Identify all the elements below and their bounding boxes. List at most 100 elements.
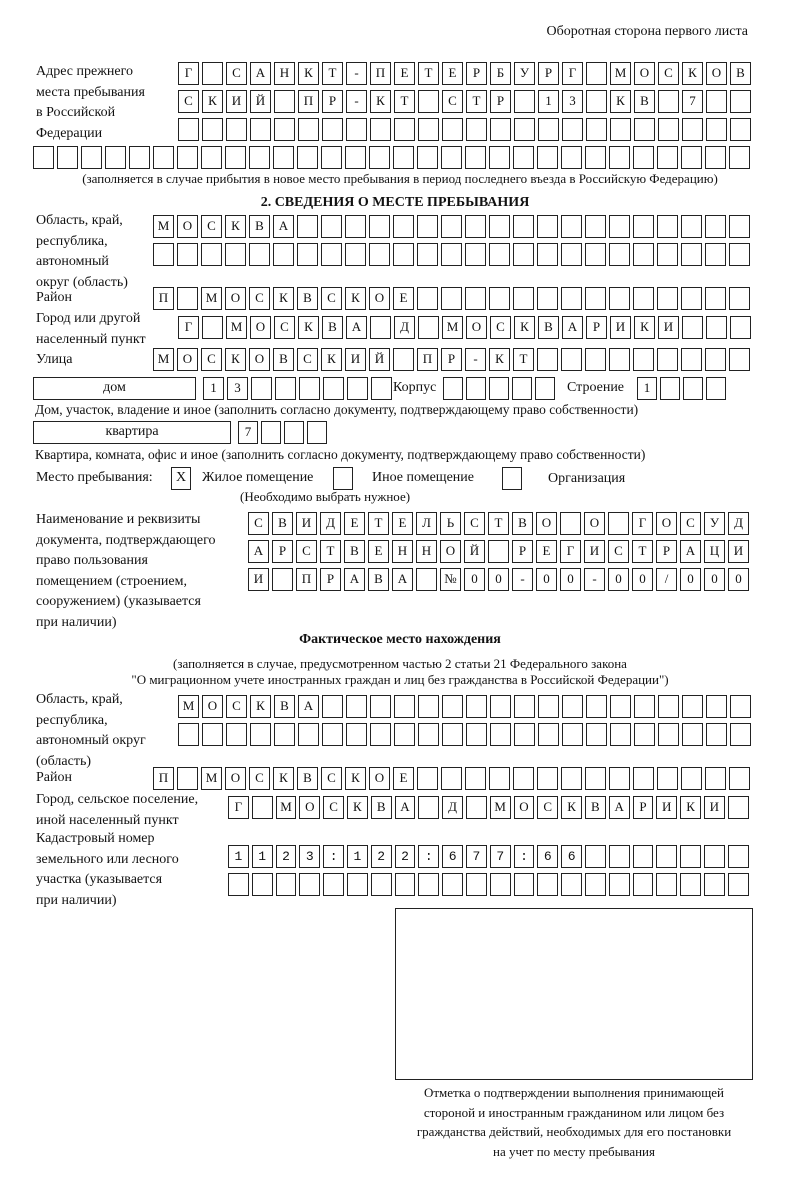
char-cell[interactable] — [658, 90, 679, 113]
char-cell[interactable] — [322, 695, 343, 718]
char-cell[interactable]: 0 — [560, 568, 581, 591]
char-cell[interactable]: Д — [442, 796, 463, 819]
char-cell[interactable] — [657, 287, 678, 310]
char-cell[interactable] — [442, 695, 463, 718]
char-cell[interactable] — [609, 215, 630, 238]
char-cell[interactable]: П — [153, 287, 174, 310]
char-cell[interactable]: В — [538, 316, 559, 339]
char-cell[interactable] — [394, 118, 415, 141]
char-cell[interactable] — [345, 215, 366, 238]
char-cell[interactable] — [514, 118, 535, 141]
char-cell[interactable] — [634, 723, 655, 746]
char-cell[interactable] — [274, 90, 295, 113]
char-cell[interactable] — [275, 873, 297, 896]
char-cell[interactable]: К — [346, 796, 368, 819]
char-cell[interactable] — [705, 287, 726, 310]
char-cell[interactable]: С — [201, 215, 222, 238]
char-cell[interactable]: С — [226, 62, 247, 85]
char-cell[interactable] — [705, 767, 726, 790]
char-cell[interactable] — [370, 723, 391, 746]
char-cell[interactable]: К — [345, 767, 366, 790]
char-cell[interactable]: С — [608, 540, 629, 563]
char-cell[interactable] — [656, 873, 678, 896]
char-cell[interactable] — [322, 118, 343, 141]
char-cell[interactable] — [129, 146, 150, 169]
char-cell[interactable] — [346, 118, 367, 141]
char-cell[interactable]: К — [610, 90, 631, 113]
char-cell[interactable]: № — [440, 568, 461, 591]
char-cell[interactable]: 1 — [637, 377, 657, 400]
char-cell[interactable]: Й — [464, 540, 485, 563]
char-cell[interactable] — [105, 146, 126, 169]
char-cell[interactable] — [609, 767, 630, 790]
char-cell[interactable] — [370, 118, 391, 141]
char-cell[interactable] — [729, 287, 750, 310]
char-cell[interactable] — [177, 287, 198, 310]
char-cell[interactable]: У — [704, 512, 725, 535]
char-cell[interactable]: С — [296, 540, 317, 563]
char-cell[interactable]: К — [370, 90, 391, 113]
char-cell[interactable]: Т — [632, 540, 653, 563]
char-cell[interactable] — [261, 421, 281, 444]
char-cell[interactable] — [705, 348, 726, 371]
char-cell[interactable] — [177, 146, 198, 169]
char-cell[interactable]: В — [322, 316, 343, 339]
char-cell[interactable]: - — [346, 90, 367, 113]
char-cell[interactable] — [225, 243, 246, 266]
char-cell[interactable] — [307, 421, 327, 444]
char-cell[interactable]: К — [561, 796, 582, 819]
char-cell[interactable]: В — [730, 62, 751, 85]
char-cell[interactable] — [586, 118, 607, 141]
char-cell[interactable]: П — [296, 568, 317, 591]
char-cell[interactable]: В — [370, 796, 392, 819]
char-cell[interactable]: М — [275, 796, 297, 819]
char-cell[interactable]: О — [177, 215, 198, 238]
char-cell[interactable]: О — [249, 348, 270, 371]
char-cell[interactable] — [465, 796, 487, 819]
char-cell[interactable]: А — [394, 796, 416, 819]
char-cell[interactable]: М — [201, 767, 222, 790]
char-cell[interactable]: Г — [178, 62, 199, 85]
char-cell[interactable]: А — [298, 695, 319, 718]
char-cell[interactable] — [561, 767, 582, 790]
char-cell[interactable]: К — [514, 316, 535, 339]
char-cell[interactable]: Н — [392, 540, 413, 563]
char-cell[interactable] — [585, 146, 606, 169]
char-cell[interactable]: О — [225, 767, 246, 790]
char-cell[interactable]: Д — [394, 316, 415, 339]
char-cell[interactable] — [370, 873, 392, 896]
char-cell[interactable] — [681, 287, 702, 310]
char-cell[interactable] — [513, 146, 534, 169]
char-cell[interactable] — [298, 723, 319, 746]
char-cell[interactable]: А — [344, 568, 365, 591]
char-cell[interactable] — [729, 243, 750, 266]
char-cell[interactable]: - — [512, 568, 533, 591]
char-cell[interactable]: Т — [394, 90, 415, 113]
char-cell[interactable]: Е — [392, 512, 413, 535]
char-cell[interactable]: Л — [416, 512, 437, 535]
char-cell[interactable]: 0 — [536, 568, 557, 591]
char-cell[interactable] — [561, 873, 582, 896]
char-cell[interactable] — [226, 723, 247, 746]
char-cell[interactable] — [369, 215, 390, 238]
char-cell[interactable] — [441, 146, 462, 169]
char-cell[interactable] — [513, 845, 535, 868]
char-cell[interactable] — [33, 146, 54, 169]
char-cell[interactable]: Т — [513, 348, 534, 371]
char-cell[interactable]: В — [634, 90, 655, 113]
char-cell[interactable]: Г — [228, 796, 249, 819]
char-cell[interactable] — [465, 845, 487, 868]
char-cell[interactable] — [730, 695, 751, 718]
char-cell[interactable] — [658, 118, 679, 141]
char-cell[interactable] — [202, 118, 223, 141]
char-cell[interactable]: К — [634, 316, 655, 339]
char-cell[interactable] — [153, 146, 174, 169]
char-cell[interactable]: О — [706, 62, 727, 85]
char-cell[interactable] — [466, 118, 487, 141]
char-cell[interactable] — [441, 287, 462, 310]
char-cell[interactable] — [703, 845, 725, 868]
char-cell[interactable]: Д — [728, 512, 749, 535]
char-cell[interactable] — [371, 377, 392, 400]
char-cell[interactable]: С — [442, 90, 463, 113]
char-cell[interactable] — [538, 723, 559, 746]
